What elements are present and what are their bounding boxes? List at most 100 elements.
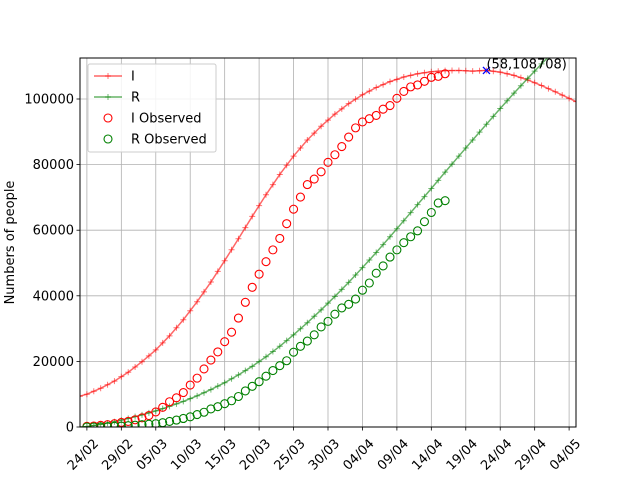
plus-marker bbox=[469, 68, 476, 75]
observed-point bbox=[137, 420, 147, 427]
legend-label: I Observed bbox=[131, 112, 202, 127]
plus-marker bbox=[80, 393, 83, 400]
observed-point bbox=[399, 238, 409, 248]
observed-point bbox=[289, 204, 299, 214]
observed-point bbox=[392, 245, 402, 255]
plus-marker bbox=[331, 293, 338, 300]
plus-marker bbox=[435, 68, 442, 75]
plus-marker bbox=[269, 181, 276, 188]
observed-point bbox=[109, 421, 119, 427]
plus-marker bbox=[311, 313, 318, 320]
plus-marker bbox=[194, 298, 201, 305]
plus-marker bbox=[297, 145, 304, 152]
observed-point bbox=[130, 415, 140, 425]
plus-marker bbox=[214, 268, 221, 275]
plus-marker bbox=[249, 213, 256, 220]
plus-marker bbox=[221, 257, 228, 264]
observed-point bbox=[144, 410, 154, 421]
plus-marker bbox=[152, 346, 159, 353]
plus-marker bbox=[159, 339, 166, 346]
observed-point bbox=[268, 366, 278, 376]
observed-point bbox=[240, 386, 250, 396]
plus-marker bbox=[180, 316, 187, 323]
series-r-observed bbox=[82, 196, 450, 427]
legend-item: I Observed bbox=[103, 112, 202, 127]
plus-marker bbox=[276, 171, 283, 178]
plus-marker bbox=[345, 279, 352, 286]
plus-marker bbox=[393, 225, 400, 232]
observed-point bbox=[364, 278, 374, 288]
observed-point bbox=[282, 219, 292, 229]
observed-point bbox=[309, 330, 319, 340]
plus-marker bbox=[393, 76, 400, 83]
plus-marker bbox=[476, 129, 483, 136]
plus-marker bbox=[283, 337, 290, 344]
observed-point bbox=[426, 72, 436, 82]
plus-marker bbox=[497, 69, 504, 76]
plus-marker bbox=[504, 97, 511, 104]
observed-point bbox=[357, 285, 367, 295]
observed-point bbox=[268, 245, 278, 255]
plus-marker bbox=[387, 78, 393, 85]
plus-marker bbox=[325, 300, 331, 307]
plus-marker bbox=[352, 271, 359, 278]
observed-point bbox=[426, 207, 436, 218]
observed-point bbox=[199, 364, 209, 374]
plus-marker bbox=[207, 386, 214, 393]
y-axis: 0 20000 40000 60000 80000 100000 bbox=[24, 93, 80, 436]
observed-point bbox=[351, 123, 361, 133]
observed-point bbox=[309, 174, 319, 184]
observed-point bbox=[247, 381, 257, 391]
observed-point bbox=[171, 415, 181, 425]
plus-marker bbox=[380, 81, 387, 88]
plus-marker bbox=[235, 371, 242, 378]
plus-marker bbox=[414, 70, 421, 77]
observed-point bbox=[178, 388, 188, 398]
observed-point bbox=[406, 82, 416, 92]
plus-marker bbox=[187, 395, 194, 402]
plus-marker bbox=[449, 67, 455, 74]
observed-point bbox=[178, 413, 188, 424]
observed-point bbox=[171, 393, 181, 403]
plus-marker bbox=[97, 385, 104, 392]
observed-point bbox=[316, 167, 326, 177]
plus-marker bbox=[132, 363, 139, 370]
plus-marker bbox=[517, 82, 524, 89]
plus-marker bbox=[325, 117, 331, 124]
observed-point bbox=[275, 233, 285, 243]
plus-marker bbox=[462, 145, 469, 152]
observed-point bbox=[344, 299, 354, 309]
observed-point bbox=[275, 361, 285, 371]
legend-item: R bbox=[94, 91, 140, 106]
plus-marker bbox=[483, 121, 490, 128]
plus-marker bbox=[235, 235, 242, 242]
observed-point bbox=[440, 69, 450, 79]
legend-item: R Observed bbox=[103, 133, 207, 148]
plus-marker bbox=[166, 332, 173, 339]
legend-box bbox=[87, 63, 217, 153]
plus-marker bbox=[297, 325, 304, 332]
plus-marker bbox=[387, 233, 393, 240]
plus-marker bbox=[249, 363, 256, 370]
plus-marker bbox=[290, 153, 297, 160]
observed-point bbox=[227, 396, 237, 406]
plus-marker bbox=[338, 105, 345, 112]
plus-marker bbox=[180, 398, 187, 405]
plus-marker bbox=[455, 67, 462, 74]
series-layer bbox=[80, 58, 576, 427]
plus-marker bbox=[552, 88, 559, 95]
plus-marker bbox=[524, 75, 531, 82]
observed-point bbox=[413, 80, 423, 90]
observed-point bbox=[240, 297, 250, 307]
plus-marker bbox=[421, 193, 428, 200]
plus-marker bbox=[407, 209, 414, 216]
legend-label: R Observed bbox=[131, 133, 207, 148]
plus-marker bbox=[125, 369, 132, 376]
observed-point bbox=[206, 355, 216, 365]
plus-marker bbox=[221, 379, 228, 386]
observed-point bbox=[261, 371, 271, 381]
observed-point bbox=[419, 76, 429, 86]
plus-marker bbox=[187, 307, 194, 314]
observed-point bbox=[158, 402, 168, 412]
observed-point bbox=[82, 422, 92, 427]
